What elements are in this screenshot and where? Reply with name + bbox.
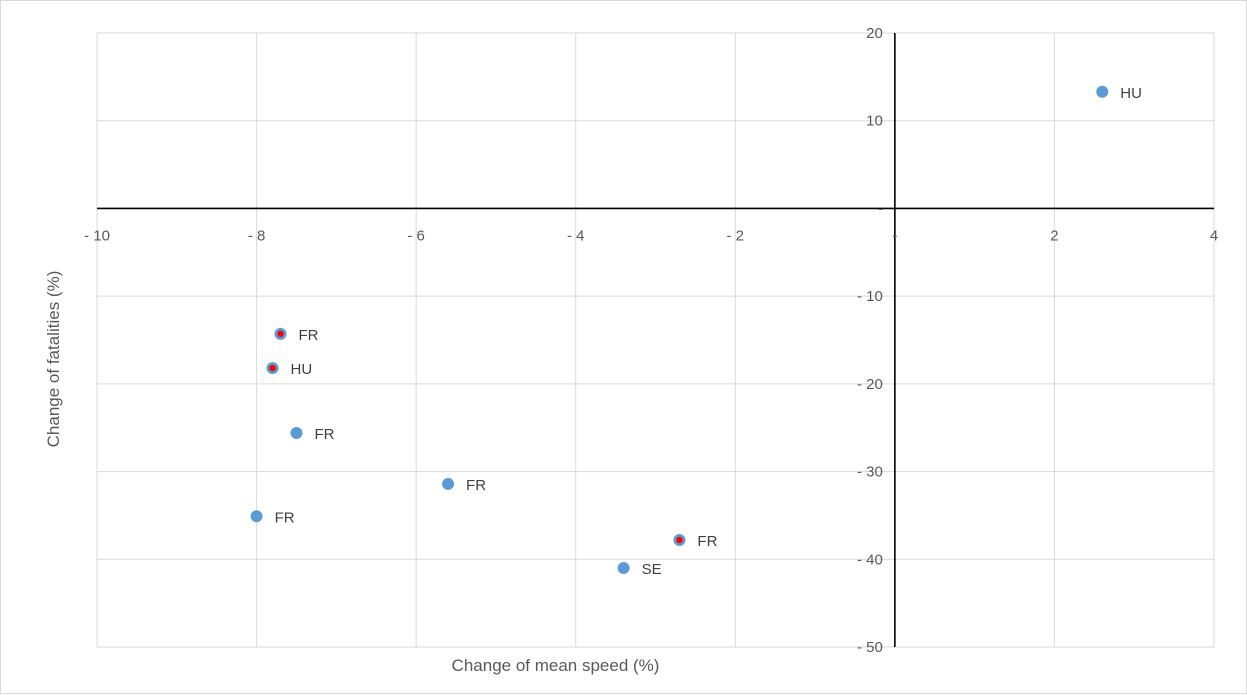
- x-tick-label: - 2: [727, 227, 745, 244]
- y-tick-label: - 40: [857, 551, 883, 568]
- data-point: [617, 562, 630, 575]
- axes: [97, 33, 1214, 647]
- point-label: SE: [642, 561, 662, 578]
- x-tick-label: - 10: [84, 227, 110, 244]
- x-axis-title: Change of mean speed (%): [452, 656, 660, 675]
- y-tick-label: -: [878, 200, 883, 217]
- data-point-highlight: [269, 364, 276, 372]
- x-tick-label: - 8: [248, 227, 266, 244]
- point-labels: HU FR HU FR FR FR FR SE: [275, 85, 1142, 578]
- x-tick-label: -: [892, 227, 897, 244]
- y-tick-label: - 50: [857, 639, 883, 656]
- point-label: FR: [697, 533, 717, 550]
- point-label: FR: [314, 426, 334, 443]
- data-point: [1096, 85, 1109, 98]
- x-tick-label: 2: [1050, 227, 1058, 244]
- point-label: HU: [291, 361, 313, 378]
- point-label: FR: [466, 477, 486, 494]
- data-point: [250, 510, 263, 523]
- y-tick-labels: 20 10 - - 10 - 20 - 30 - 40 - 50: [857, 25, 883, 656]
- point-label: FR: [275, 509, 295, 526]
- gridlines: [96, 32, 1215, 648]
- y-tick-label: - 10: [857, 288, 883, 305]
- data-point-highlight: [676, 536, 683, 544]
- y-tick-label: 20: [866, 25, 883, 42]
- y-tick-label: - 20: [857, 376, 883, 393]
- data-point: [290, 426, 303, 439]
- data-point-highlight: [277, 330, 284, 338]
- y-tick-label: 10: [866, 113, 883, 130]
- y-axis-title: Change of fatalities (%): [44, 271, 63, 448]
- x-tick-label: 4: [1210, 227, 1218, 244]
- x-tick-label: - 6: [407, 227, 425, 244]
- data-point: [442, 477, 455, 490]
- x-tick-label: - 4: [567, 227, 585, 244]
- point-label: FR: [299, 327, 319, 344]
- y-tick-label: - 30: [857, 464, 883, 481]
- x-tick-labels: - 10 - 8 - 6 - 4 - 2 - 2 4: [84, 227, 1218, 244]
- data-points: [250, 85, 1109, 575]
- point-label: HU: [1120, 85, 1142, 102]
